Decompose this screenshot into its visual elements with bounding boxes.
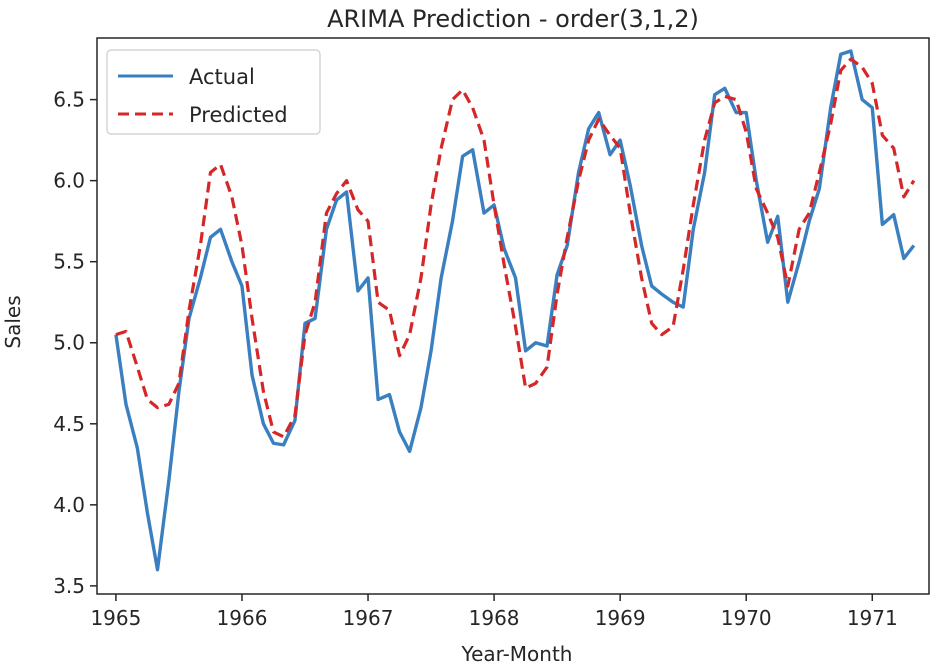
y-tick-label: 3.5 <box>53 574 85 598</box>
y-tick-label: 6.5 <box>53 88 85 112</box>
y-tick-label: 4.5 <box>53 412 85 436</box>
y-axis: 3.5 4.0 4.5 5.0 5.5 6.0 6.5 <box>53 88 97 598</box>
x-axis: 1965 1966 1967 1968 1969 1970 1971 <box>90 594 898 630</box>
y-tick-label: 5.5 <box>53 250 85 274</box>
series-predicted <box>115 57 916 439</box>
x-tick-label: 1966 <box>217 606 268 630</box>
legend: Actual Predicted <box>106 49 321 135</box>
data-point-predicted <box>198 243 202 247</box>
x-tick-label: 1971 <box>847 606 898 630</box>
x-axis-label: Year-Month <box>461 642 573 666</box>
x-tick-label: 1965 <box>90 606 141 630</box>
data-point-predicted <box>145 397 149 401</box>
data-point-predicted <box>135 365 139 369</box>
x-tick-label: 1970 <box>721 606 772 630</box>
x-tick-label: 1967 <box>343 606 394 630</box>
chart-title: ARIMA Prediction - order(3,1,2) <box>327 5 699 33</box>
data-point-predicted <box>387 308 391 312</box>
legend-label-actual: Actual <box>189 65 255 89</box>
series-actual <box>114 49 916 572</box>
x-tick-label: 1968 <box>469 606 520 630</box>
y-tick-label: 4.0 <box>53 493 85 517</box>
y-tick-label: 6.0 <box>53 169 85 193</box>
plot-frame <box>96 37 930 595</box>
series-line-predicted <box>115 57 916 439</box>
legend-label-predicted: Predicted <box>189 103 288 127</box>
y-axis-label: Sales <box>1 295 25 348</box>
data-point-predicted <box>671 325 675 329</box>
series-layer <box>114 49 916 572</box>
data-point-predicted <box>461 88 465 92</box>
series-line-actual <box>114 49 916 572</box>
x-tick-label: 1969 <box>595 606 646 630</box>
data-point-predicted <box>524 386 528 390</box>
y-tick-label: 5.0 <box>53 331 85 355</box>
data-point-predicted <box>408 333 412 337</box>
data-point-predicted <box>240 243 244 247</box>
